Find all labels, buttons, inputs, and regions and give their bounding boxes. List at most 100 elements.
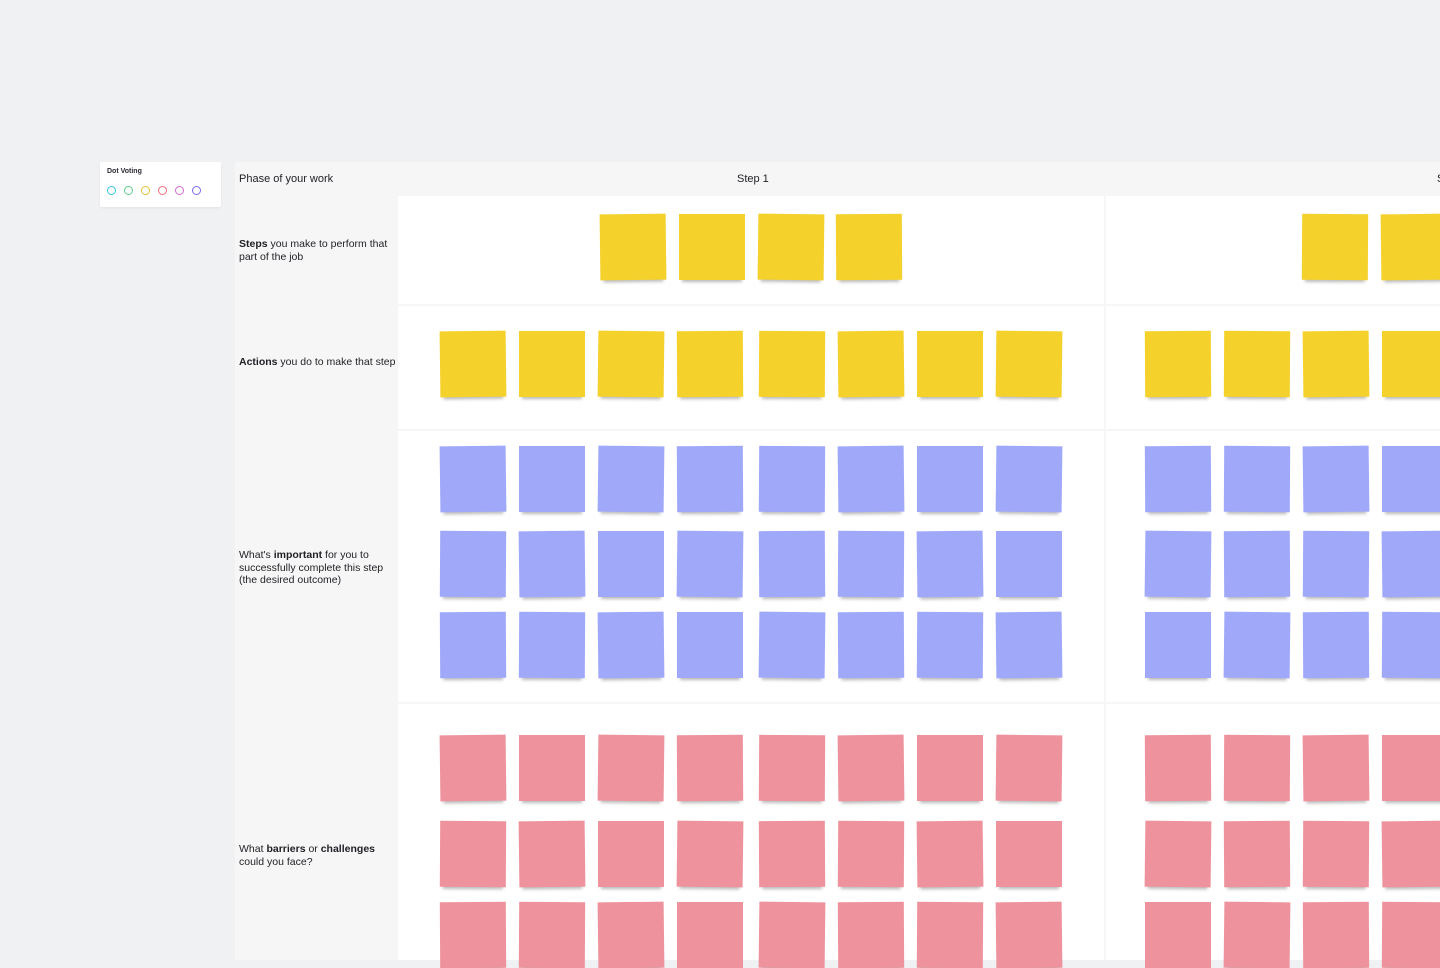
sticky-note-important[interactable]: [1302, 611, 1370, 679]
sticky-note-important[interactable]: [995, 445, 1063, 513]
sticky-note-important[interactable]: [995, 611, 1063, 679]
sticky-note-important[interactable]: [518, 611, 586, 679]
sticky-note-important[interactable]: [439, 530, 507, 598]
sticky-note-important[interactable]: [1302, 530, 1370, 598]
sticky-note-important[interactable]: [439, 611, 507, 679]
sticky-note-important[interactable]: [1382, 446, 1440, 512]
sticky-note-actions[interactable]: [995, 330, 1063, 398]
dot-voting-widget[interactable]: Dot Voting: [100, 162, 221, 207]
sticky-note-actions[interactable]: [597, 330, 665, 398]
sticky-note-actions[interactable]: [1302, 330, 1370, 398]
sticky-note-barriers[interactable]: [995, 734, 1063, 802]
sticky-note-important[interactable]: [758, 530, 826, 598]
sticky-note-actions[interactable]: [837, 330, 905, 398]
sticky-note-important[interactable]: [916, 611, 984, 679]
sticky-note-steps[interactable]: [1380, 213, 1440, 281]
voting-dot-purple[interactable]: [192, 186, 201, 195]
sticky-note-barriers[interactable]: [1382, 735, 1440, 801]
sticky-note-barriers[interactable]: [676, 734, 744, 802]
sticky-note-important[interactable]: [518, 530, 586, 598]
sticky-note-barriers[interactable]: [758, 734, 826, 802]
sticky-note-important[interactable]: [519, 446, 585, 512]
sticky-note-barriers[interactable]: [1223, 734, 1291, 802]
sticky-note-important[interactable]: [837, 530, 905, 598]
sticky-note-barriers[interactable]: [917, 735, 983, 801]
sticky-note-barriers[interactable]: [758, 901, 826, 968]
sticky-note-barriers[interactable]: [1223, 820, 1291, 888]
sticky-note-important[interactable]: [1223, 445, 1291, 513]
sticky-note-barriers[interactable]: [1381, 820, 1440, 888]
sticky-note-important[interactable]: [676, 445, 744, 513]
sticky-note-important[interactable]: [597, 445, 665, 513]
sticky-note-important[interactable]: [1144, 530, 1212, 598]
sticky-note-barriers[interactable]: [1302, 734, 1370, 802]
sticky-note-barriers[interactable]: [676, 820, 744, 888]
sticky-note-barriers[interactable]: [1381, 901, 1440, 968]
sticky-note-barriers[interactable]: [518, 901, 586, 968]
sticky-note-barriers[interactable]: [439, 820, 507, 888]
sticky-note-actions[interactable]: [519, 331, 585, 397]
sticky-note-barriers[interactable]: [518, 820, 586, 888]
sticky-note-important[interactable]: [1223, 530, 1291, 598]
row-label-actions: Actions you do to make that step: [239, 356, 396, 368]
sticky-note-actions[interactable]: [758, 330, 826, 398]
voting-dot-green[interactable]: [124, 186, 133, 195]
sticky-note-barriers[interactable]: [1145, 902, 1211, 968]
sticky-note-important[interactable]: [996, 531, 1062, 597]
sticky-note-important[interactable]: [1381, 530, 1440, 598]
sticky-note-important[interactable]: [758, 611, 826, 679]
sticky-note-barriers[interactable]: [1144, 734, 1212, 802]
sticky-note-barriers[interactable]: [837, 901, 905, 968]
sticky-note-important[interactable]: [837, 611, 905, 679]
sticky-note-barriers[interactable]: [837, 734, 905, 802]
sticky-note-barriers[interactable]: [1144, 820, 1212, 888]
sticky-note-important[interactable]: [597, 611, 665, 679]
sticky-note-barriers[interactable]: [439, 734, 507, 802]
sticky-note-important[interactable]: [758, 445, 826, 513]
sticky-note-actions[interactable]: [676, 330, 744, 398]
sticky-note-steps[interactable]: [757, 213, 825, 281]
sticky-note-important[interactable]: [1223, 611, 1291, 679]
sticky-note-important[interactable]: [1302, 445, 1370, 513]
sticky-note-actions[interactable]: [439, 330, 507, 398]
sticky-note-barriers[interactable]: [916, 820, 984, 888]
cell-row2-col1: [398, 306, 1104, 429]
sticky-note-barriers[interactable]: [758, 820, 826, 888]
sticky-note-barriers[interactable]: [995, 901, 1063, 968]
sticky-note-barriers[interactable]: [597, 734, 665, 802]
sticky-note-barriers[interactable]: [597, 901, 665, 968]
sticky-note-barriers[interactable]: [837, 820, 905, 888]
sticky-note-important[interactable]: [1144, 445, 1212, 513]
sticky-note-barriers[interactable]: [1223, 901, 1291, 968]
voting-dot-red[interactable]: [158, 186, 167, 195]
sticky-note-steps[interactable]: [835, 213, 903, 281]
sticky-note-actions[interactable]: [917, 331, 983, 397]
sticky-note-important[interactable]: [837, 445, 905, 513]
sticky-note-barriers[interactable]: [916, 901, 984, 968]
sticky-note-steps[interactable]: [679, 214, 745, 280]
sticky-note-barriers[interactable]: [1302, 901, 1370, 968]
voting-dot-yellow[interactable]: [141, 186, 150, 195]
sticky-note-important[interactable]: [677, 612, 743, 678]
dot-voting-dots: [107, 186, 201, 195]
sticky-note-barriers[interactable]: [677, 902, 743, 968]
sticky-note-important[interactable]: [439, 445, 507, 513]
sticky-note-barriers[interactable]: [996, 821, 1062, 887]
sticky-note-actions[interactable]: [1223, 330, 1291, 398]
sticky-note-important[interactable]: [916, 530, 984, 598]
sticky-note-barriers[interactable]: [598, 821, 664, 887]
sticky-note-barriers[interactable]: [439, 901, 507, 968]
sticky-note-actions[interactable]: [1144, 330, 1212, 398]
sticky-note-steps[interactable]: [599, 213, 667, 281]
sticky-note-important[interactable]: [598, 531, 664, 597]
sticky-note-barriers[interactable]: [519, 735, 585, 801]
sticky-note-important[interactable]: [1145, 612, 1211, 678]
voting-dot-magenta[interactable]: [175, 186, 184, 195]
voting-dot-cyan[interactable]: [107, 186, 116, 195]
sticky-note-important[interactable]: [676, 530, 744, 598]
sticky-note-steps[interactable]: [1301, 213, 1369, 281]
sticky-note-barriers[interactable]: [1302, 820, 1370, 888]
sticky-note-important[interactable]: [1381, 611, 1440, 679]
sticky-note-actions[interactable]: [1382, 331, 1440, 397]
sticky-note-important[interactable]: [917, 446, 983, 512]
